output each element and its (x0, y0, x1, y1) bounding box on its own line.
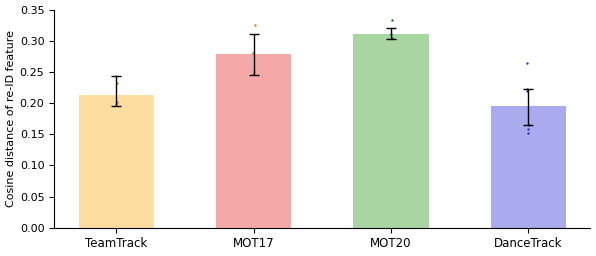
Point (524, 131, 533, 135)
Point (111, 73, 121, 78)
Point (112, 81, 122, 85)
Point (524, 127, 533, 131)
Point (387, 36, 397, 40)
Y-axis label: Cosine distance of re-ID feature: Cosine distance of re-ID feature (5, 30, 15, 207)
Point (524, 123, 534, 127)
Point (112, 100, 122, 104)
Bar (353, 34, 429, 228)
Point (386, 32, 395, 36)
Bar (491, 105, 566, 228)
Point (249, 51, 258, 55)
Point (522, 89, 532, 93)
Point (387, 17, 396, 22)
Point (111, 102, 121, 106)
Bar (216, 55, 291, 228)
Point (522, 61, 532, 65)
Point (249, 69, 259, 73)
Point (249, 72, 258, 77)
Point (523, 87, 532, 91)
Bar (79, 95, 154, 228)
Point (250, 23, 259, 27)
